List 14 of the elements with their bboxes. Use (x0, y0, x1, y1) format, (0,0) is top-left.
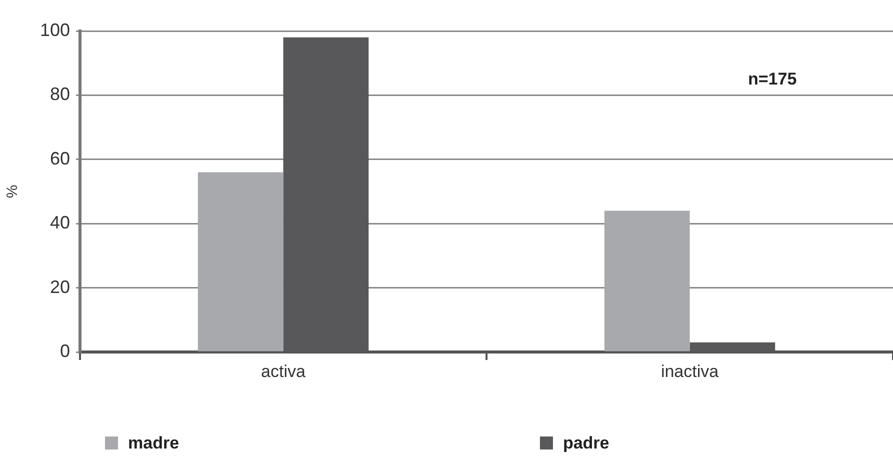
y-tick-label: 0 (60, 340, 70, 361)
bar (198, 172, 284, 352)
annotation: n=175 (748, 70, 797, 89)
y-axis-title: % (4, 184, 22, 198)
legend-label: padre (562, 434, 610, 453)
y-tick-label: 40 (50, 212, 70, 233)
bar (604, 210, 690, 352)
y-tick-label: 100 (40, 20, 70, 40)
x-tick-label: activa (261, 362, 306, 381)
y-tick-label: 80 (50, 84, 70, 104)
y-tick-label: 20 (50, 276, 70, 297)
legend-label: madre (128, 434, 180, 453)
x-tick-label: inactiva (660, 362, 720, 381)
y-tick-label: 60 (50, 148, 70, 168)
